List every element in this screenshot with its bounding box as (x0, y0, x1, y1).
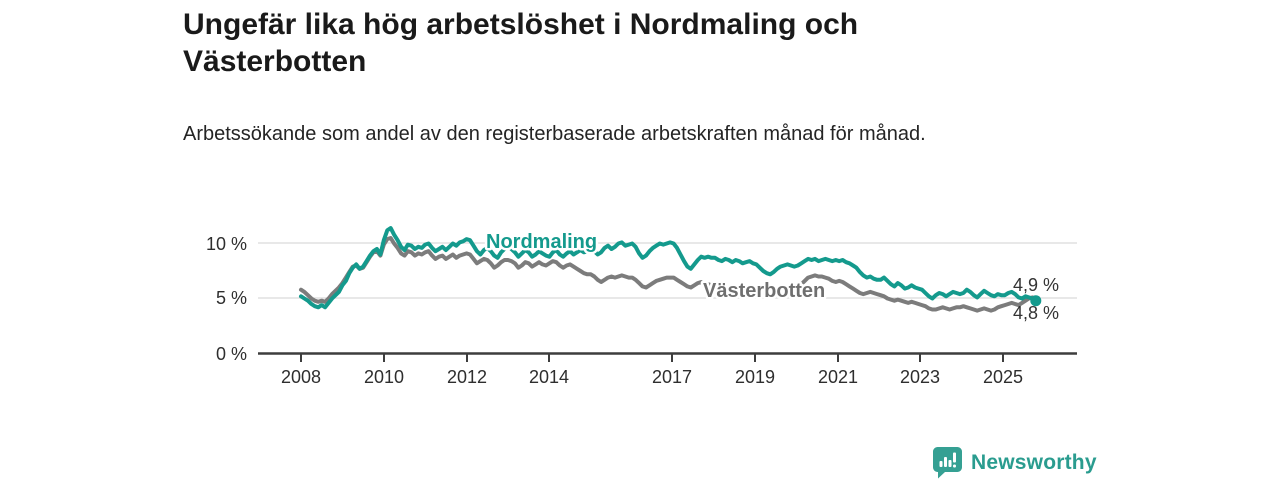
end-dot-nordmaling (1030, 295, 1042, 307)
logo-bars-icon (939, 452, 956, 468)
line-nordmaling (299, 226, 1038, 310)
x-axis-label-2017: 2017 (652, 367, 692, 387)
series-label-vasterbotten: Västerbotten (703, 280, 825, 302)
x-axis-label-2008: 2008 (281, 367, 321, 387)
x-axis-label-2025: 2025 (983, 367, 1023, 387)
series-label-nordmaling: Nordmaling (486, 231, 597, 253)
y-axis-label-0: 0 % (216, 344, 247, 364)
page-title: Ungefär lika hög arbetslöshet i Nordmali… (183, 8, 859, 78)
end-value-label-nordmaling: 4,8 % (1013, 303, 1059, 323)
newsworthy-logo: Newsworthy (932, 446, 1097, 479)
end-value-label-vasterbotten: 4,9 % (1013, 275, 1059, 295)
x-axis-label-2019: 2019 (735, 367, 775, 387)
line-vasterbotten (299, 236, 1038, 313)
x-axis-label-2010: 2010 (364, 367, 404, 387)
chart-subtitle: Arbetssökande som andel av den registerb… (183, 123, 926, 145)
x-axis-label-2021: 2021 (818, 367, 858, 387)
x-axis-ticks (300, 354, 1004, 362)
y-axis-label-10: 10 % (206, 234, 247, 254)
x-axis-label-2014: 2014 (529, 367, 569, 387)
newsworthy-logo-icon (933, 447, 962, 479)
x-axis-label-2012: 2012 (447, 367, 487, 387)
newsworthy-logo-text: Newsworthy (971, 450, 1097, 474)
x-axis-label-2023: 2023 (900, 367, 940, 387)
y-axis-label-5: 5 % (216, 288, 247, 308)
